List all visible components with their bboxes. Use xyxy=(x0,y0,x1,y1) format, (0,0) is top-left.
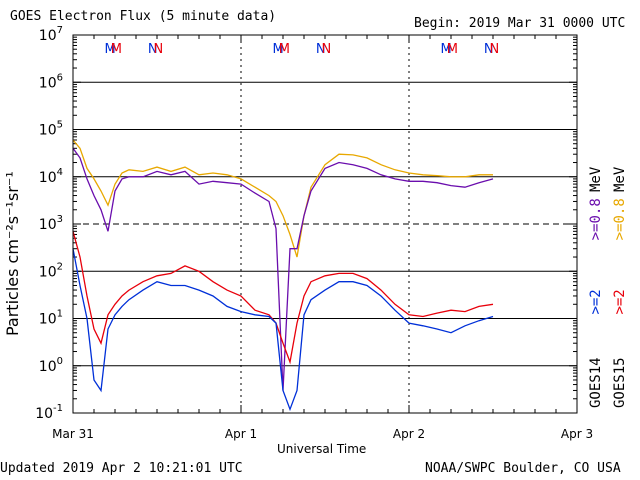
credit: NOAA/SWPC Boulder, CO USA xyxy=(425,461,621,476)
y-tick-label: 101 xyxy=(39,309,63,328)
x-axis-label: Universal Time xyxy=(277,442,367,456)
updated-timestamp: Updated 2019 Apr 2 10:21:01 UTC xyxy=(0,461,243,476)
top-marker: M xyxy=(279,42,290,57)
top-marker: M xyxy=(104,42,115,57)
x-tick-label: Apr 2 xyxy=(393,427,425,441)
top-marker: N xyxy=(148,42,158,57)
top-marker: N xyxy=(484,42,494,57)
top-marker: M xyxy=(447,42,458,57)
top-marker: N xyxy=(322,42,332,57)
legend-unit-2: MeV xyxy=(612,166,628,192)
top-marker: N xyxy=(154,42,164,57)
legend-goes15: GOES15 >=2 >=0.8 xyxy=(612,198,628,408)
legend-goes14: GOES14 >=2 >=0.8 xyxy=(588,198,604,408)
top-marker: M xyxy=(272,42,283,57)
series-line-0 xyxy=(72,139,493,258)
legend-item: >=0.8 xyxy=(588,198,604,241)
legend-sat-label: GOES14 xyxy=(588,357,604,408)
begin-label: Begin: 2019 Mar 31 0000 UTC xyxy=(414,16,626,31)
y-tick-label: 100 xyxy=(39,356,63,375)
x-tick-label: Apr 3 xyxy=(561,427,593,441)
legend-unit: MeV xyxy=(588,166,604,192)
legend-item: >=2 xyxy=(588,289,604,315)
series-line-3 xyxy=(72,248,494,412)
y-tick-label: 107 xyxy=(39,25,63,44)
chart-title: GOES Electron Flux (5 minute data) xyxy=(10,9,277,24)
y-tick-label: 104 xyxy=(39,167,63,186)
y-tick-label: 10-1 xyxy=(35,403,63,422)
y-tick-label: 102 xyxy=(39,261,63,280)
plot-frame xyxy=(72,34,578,414)
legend-sat-label: GOES15 xyxy=(612,357,628,408)
top-marker: M xyxy=(111,42,122,57)
top-marker: N xyxy=(316,42,326,57)
y-tick-label: 106 xyxy=(39,72,63,91)
y-tick-labels: 10-1 100 101 102 103 104 105 106 107 xyxy=(35,25,63,422)
legend-item: >=0.8 xyxy=(612,198,628,241)
legend-item: >=2 xyxy=(612,289,628,315)
top-marker: N xyxy=(490,42,500,57)
y-tick-label: 103 xyxy=(39,214,63,233)
x-tick-label: Apr 1 xyxy=(225,427,257,441)
grid xyxy=(72,34,578,414)
y-tick-label: 105 xyxy=(39,120,63,139)
top-markers: MM NN MM NN MM NN xyxy=(104,42,499,57)
x-tick-label: Mar 31 xyxy=(52,427,94,441)
top-marker: M xyxy=(440,42,451,57)
y-axis-label: Particles cm⁻²s⁻¹sr⁻¹ xyxy=(3,171,22,336)
series-line-2 xyxy=(72,231,494,365)
series-lines xyxy=(72,139,494,412)
series-line-1 xyxy=(72,147,494,391)
x-tick-labels: Mar 31 Apr 1 Apr 2 Apr 3 xyxy=(52,427,593,441)
